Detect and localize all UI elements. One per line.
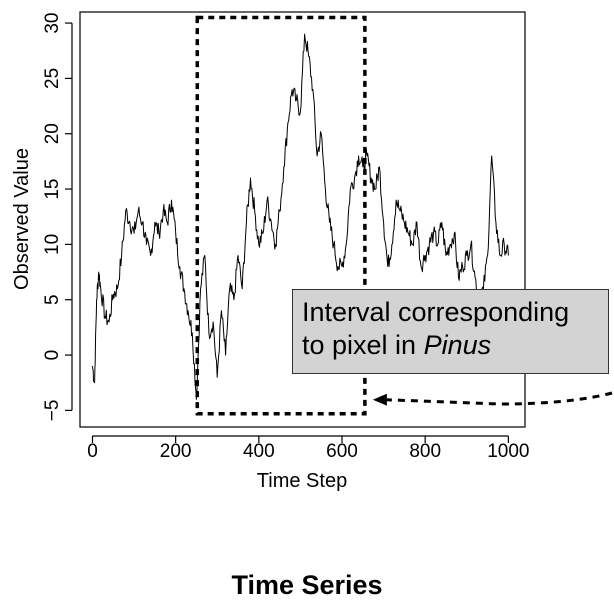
annotations (195, 15, 613, 416)
y-tick-label: −5 (42, 400, 63, 422)
interval-dashed-rectangle (195, 15, 367, 416)
y-tick-label: 0 (42, 350, 63, 361)
x-axis: 0 200 400 600 800 1000 (87, 435, 530, 462)
y-tick-label: 30 (42, 13, 63, 34)
callout-line-2: to pixel in Pinus (302, 329, 608, 362)
y-axis-label: Observed Value (11, 148, 33, 290)
y-axis: −5 0 5 10 15 20 25 30 (42, 13, 73, 422)
x-tick-label: 200 (160, 441, 192, 462)
x-tick-label: 800 (409, 441, 441, 462)
plot-frame (79, 11, 526, 428)
x-tick-label: 600 (326, 441, 358, 462)
y-tick-label: 10 (42, 234, 63, 255)
series-line (92, 33, 509, 400)
y-tick-label: 15 (42, 179, 63, 200)
figure-caption: Time Series (231, 570, 383, 600)
x-tick-label: 1000 (487, 441, 529, 462)
dashed-arrow-head (372, 393, 387, 406)
x-tick-label: 0 (87, 441, 98, 462)
interval-callout-box: Interval corresponding to pixel in Pinus (292, 289, 609, 374)
y-tick-label: 5 (42, 294, 63, 305)
callout-line-2-prefix: to pixel in (302, 330, 424, 360)
y-tick-label: 20 (42, 123, 63, 144)
x-axis-label: Time Step (257, 470, 347, 492)
dashed-arrow-line (384, 391, 613, 406)
callout-emphasis-pinus: Pinus (423, 330, 492, 360)
y-tick-label: 25 (42, 68, 63, 89)
callout-line-1: Interval corresponding (302, 297, 570, 327)
x-tick-label: 400 (243, 441, 275, 462)
plot-area (92, 33, 509, 400)
